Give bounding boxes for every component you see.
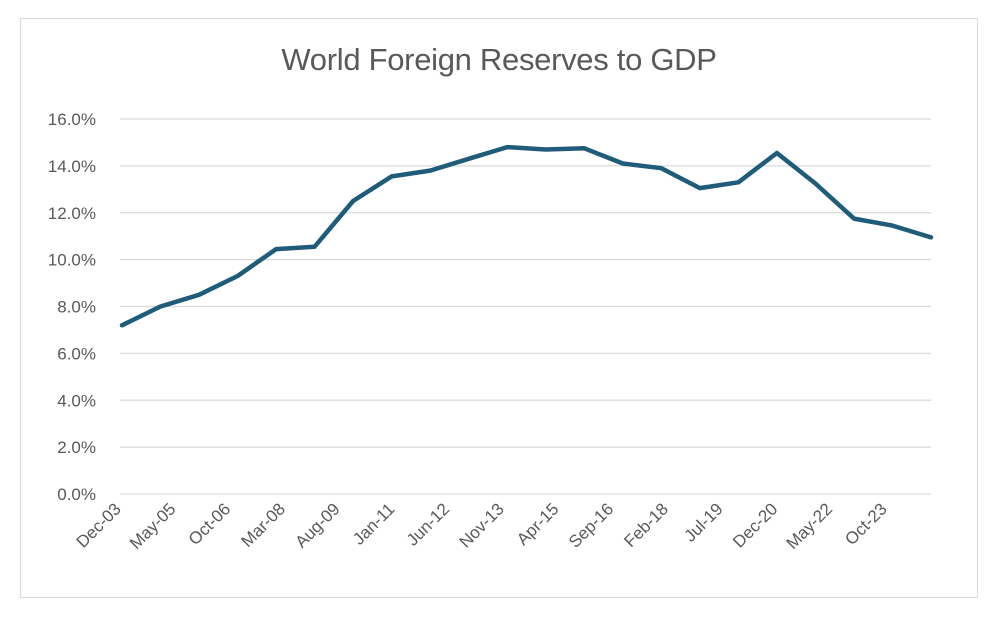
- x-axis-ticks: Dec-03 May-05 Oct-06 Mar-08 Aug-09 Jan-11 Jun-…: [73, 499, 891, 553]
- x-tick-label: Feb-18: [620, 499, 672, 551]
- y-tick-label: 2.0%: [57, 438, 96, 457]
- x-tick-label: Mar-08: [237, 499, 289, 551]
- x-tick-label: May-22: [783, 499, 837, 553]
- series-line-0: [119, 144, 934, 328]
- x-tick-label: Jan-11: [349, 499, 398, 548]
- x-tick-label: Sep-16: [565, 499, 617, 551]
- y-tick-label: 0.0%: [57, 485, 96, 504]
- x-tick-label: Jun-12: [403, 499, 453, 549]
- y-tick-label: 12.0%: [48, 204, 96, 223]
- gridlines: [120, 118, 931, 495]
- x-tick-label: Oct-23: [841, 499, 891, 549]
- y-tick-label: 10.0%: [48, 251, 96, 270]
- y-axis-ticks: 0.0% 2.0% 4.0% 6.0% 8.0% 10.0% 12.0% 14.0% 16.0%: [48, 110, 96, 504]
- y-tick-label: 14.0%: [48, 157, 96, 176]
- series-group: [119, 144, 934, 328]
- y-tick-label: 16.0%: [48, 110, 96, 129]
- y-tick-label: 6.0%: [57, 344, 96, 363]
- x-tick-label: Dec-03: [73, 499, 125, 551]
- chart-title: World Foreign Reserves to GDP: [281, 42, 717, 77]
- x-tick-label: Apr-15: [513, 499, 563, 549]
- x-tick-label: Nov-13: [456, 499, 508, 551]
- x-tick-label: May-05: [126, 499, 180, 553]
- x-tick-label: Aug-09: [291, 499, 343, 551]
- x-tick-label: Jul-19: [681, 499, 727, 545]
- x-tick-label: Oct-06: [185, 499, 235, 549]
- x-tick-label: Dec-20: [729, 499, 781, 551]
- y-tick-label: 8.0%: [57, 298, 96, 317]
- y-tick-label: 4.0%: [57, 391, 96, 410]
- chart-frame: [20, 18, 978, 598]
